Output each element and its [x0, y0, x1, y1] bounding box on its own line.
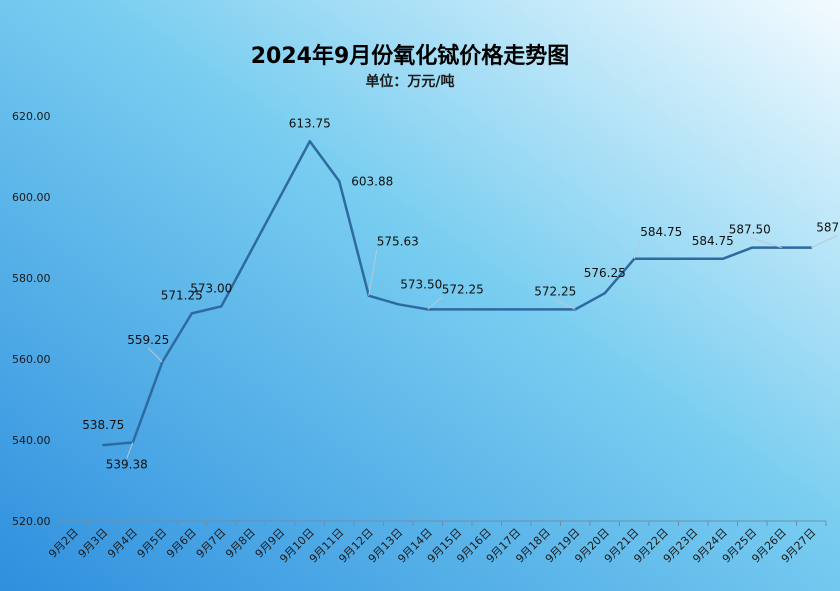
data-label: 575.63: [377, 235, 419, 249]
data-label: 587.50: [729, 223, 771, 237]
data-label-leader: [811, 235, 838, 249]
data-label-leader: [427, 297, 443, 310]
y-tick-label: 580.00: [12, 272, 51, 285]
y-tick-label: 560.00: [12, 353, 51, 366]
data-label: 584.75: [640, 225, 682, 239]
data-point: [397, 303, 400, 306]
data-point: [721, 257, 724, 260]
data-label: 571.25: [161, 288, 203, 302]
data-label: 587.50: [816, 221, 840, 235]
data-label-leader: [126, 442, 134, 459]
data-point: [603, 291, 606, 295]
data-label-leader: [749, 237, 782, 249]
data-point: [751, 246, 754, 249]
data-label: 559.25: [127, 333, 169, 347]
y-axis: 520.00 540.00 560.00 580.00 600.00 620.00: [12, 110, 51, 528]
data-label-leader: [368, 249, 378, 296]
data-point: [190, 312, 193, 315]
chart-subtitle: 单位：万元/吨: [365, 73, 454, 90]
data-label-leader: [633, 239, 641, 259]
y-tick-label: 600.00: [12, 191, 51, 204]
chart-title: 2024年9月份氧化铽价格走势图: [251, 43, 570, 69]
data-label: 584.75: [692, 234, 734, 248]
data-label-leader: [147, 347, 163, 363]
y-tick-label: 540.00: [12, 434, 51, 447]
data-label: 576.25: [584, 266, 626, 280]
data-label: 539.38: [106, 458, 148, 472]
data-point: [338, 180, 341, 183]
y-tick-label: 520.00: [12, 515, 51, 528]
data-point: [102, 443, 105, 447]
data-label: 572.25: [442, 282, 484, 296]
data-label: 573.50: [400, 277, 442, 291]
data-label: 603.88: [351, 174, 393, 188]
data-label: 613.75: [289, 116, 331, 130]
data-label: 572.25: [534, 284, 576, 298]
data-point: [220, 305, 223, 308]
data-label: 573.00: [190, 281, 232, 295]
data-point: [308, 140, 311, 143]
y-tick-label: 620.00: [12, 110, 51, 123]
data-label-leader: [555, 298, 576, 310]
data-label: 538.75: [82, 418, 124, 432]
